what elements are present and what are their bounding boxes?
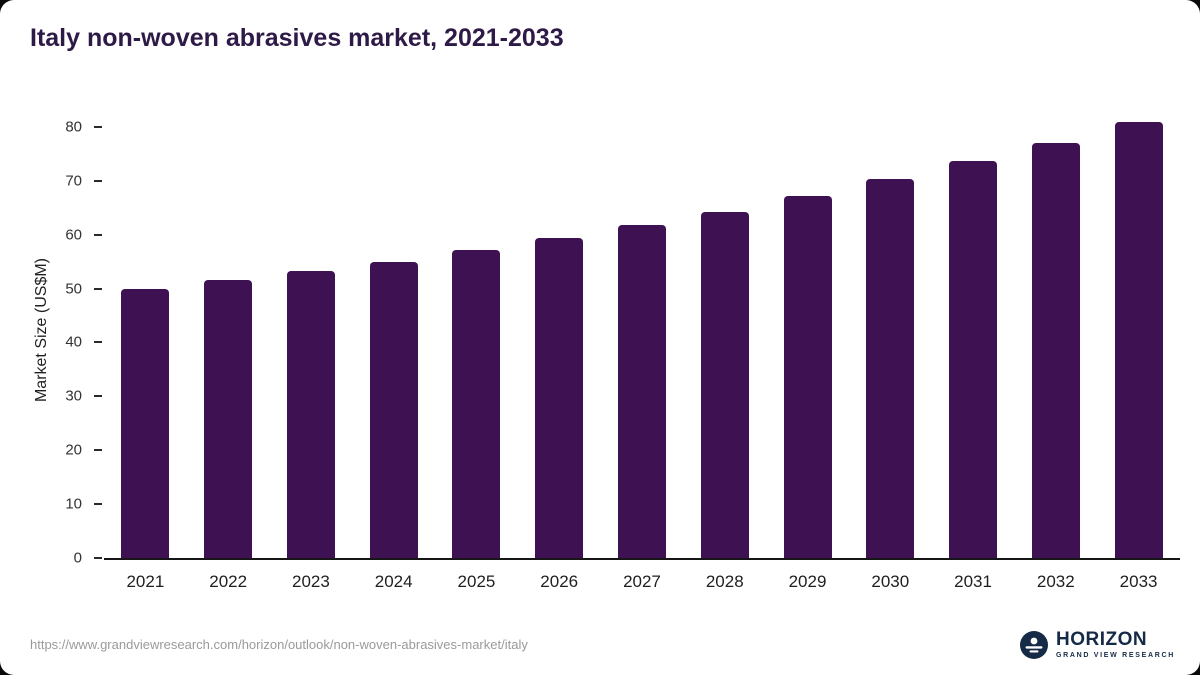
x-axis-tick-label: 2027 [623,572,661,591]
x-axis-tick-label: 2029 [788,572,827,591]
plot-area: 2021 2022 2023 2024 2025 2026 2027 2028 2029 2030… [65,100,1180,591]
x-axis-tick-label: 2025 [457,572,496,591]
x-axis-tick-label: 2031 [954,572,992,591]
logo-title: HORIZON [1055,629,1148,650]
y-axis-tick-label: 0 [73,549,82,567]
chart-area: Market Size (US$M) 2021 2022 2023 2024 2025 2… [30,100,1180,600]
bar-group: 2027 [601,100,684,591]
y-axis-tick-mark [94,395,102,398]
y-axis-tick-label: 70 [65,172,82,190]
x-axis-tick-label: 2033 [1119,572,1158,591]
x-axis-tick-label: 2024 [374,572,413,591]
y-axis-tick-label: 30 [65,387,82,405]
bar [204,279,253,558]
bar-group: 2024 [352,100,435,591]
bar-group: 2026 [518,100,601,591]
bar [535,238,584,558]
y-axis-tick-mark [94,179,102,182]
bar-group: 2029 [766,100,849,591]
y-axis-tick-label: 10 [65,495,82,513]
bar [121,288,170,558]
bar [1031,142,1080,558]
bar [286,270,335,558]
bar [949,161,998,558]
chart-title: Italy non-woven abrasives market, 2021-2… [30,24,564,52]
y-axis-tick-label: 50 [65,280,82,298]
bar-group: 2023 [270,100,353,591]
bar [866,179,915,558]
y-axis-tick-mark [94,287,102,290]
bar-group: 2022 [187,100,270,591]
y-axis-tick-label: 80 [65,118,82,136]
x-axis-tick-label: 2023 [292,572,330,591]
horizon-logo: HORIZON GRAND VIEW RESEARCH [1019,630,1175,659]
footer: https://www.grandviewresearch.com/horizo… [30,630,1175,659]
y-axis-tick-mark [94,503,102,506]
bar [783,195,832,558]
bars: 2021 2022 2023 2024 2025 2026 2027 2028 2029 2030… [104,100,1180,591]
bar-group: 2021 [104,100,187,591]
source-url: https://www.grandviewresearch.com/horizo… [30,637,528,652]
bar-group: 2032 [1014,100,1097,591]
bar-group: 2028 [683,100,766,591]
x-axis-tick-label: 2028 [705,572,744,591]
y-axis-tick-label: 60 [65,226,82,244]
bar-group: 2030 [849,100,932,591]
x-axis-tick-label: 2022 [209,572,248,591]
bar-group: 2025 [435,100,518,591]
y-axis-tick-mark [94,449,102,452]
bar [369,262,418,558]
bar [452,250,501,558]
bar-group: 2033 [1097,100,1180,591]
x-axis-tick-label: 2032 [1036,572,1075,591]
y-axis-tick-mark [94,557,102,559]
y-axis-tick-mark [94,233,102,236]
horizon-logo-icon [1019,630,1048,659]
y-axis-tick-label: 40 [65,333,82,351]
bar [617,225,666,558]
x-axis-tick-label: 2030 [871,572,910,591]
bar [700,211,749,558]
bar-group: 2031 [932,100,1015,591]
y-axis-title: Market Size (US$M) [30,100,54,560]
logo-text: HORIZON GRAND VIEW RESEARCH [1056,630,1175,659]
bar [1114,121,1163,558]
x-axis-tick-label: 2026 [540,572,579,591]
y-axis-tick-label: 20 [65,441,82,459]
y-axis-tick-mark [94,125,102,128]
logo-subtitle: GRAND VIEW RESEARCH [1055,652,1175,659]
x-axis-tick-label: 2021 [126,572,165,591]
y-axis-tick-mark [94,341,102,344]
